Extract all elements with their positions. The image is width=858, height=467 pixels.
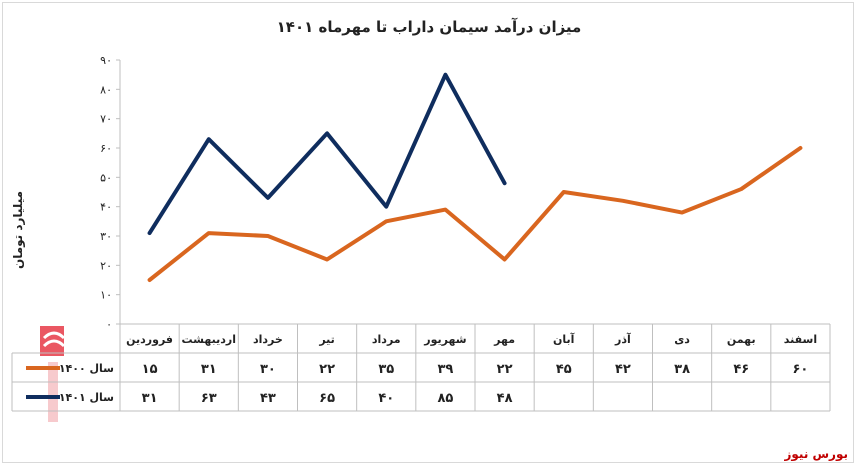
data-value-label: ۶۰ bbox=[792, 362, 808, 377]
chart-title: میزان درآمد سیمان داراب تا مهرماه ۱۴۰۱ bbox=[276, 18, 582, 36]
legend-label-1: سال ۱۴۰۰ bbox=[59, 362, 114, 375]
data-value-label: ۴۳ bbox=[260, 391, 276, 406]
data-value-label: ۲۲ bbox=[319, 362, 335, 377]
data-value-label: ۳۱ bbox=[142, 391, 158, 406]
data-value-label: ۴۰ bbox=[378, 391, 394, 406]
category-label: اردیبهشت bbox=[182, 333, 236, 346]
category-label: آذر bbox=[614, 332, 631, 346]
data-value-label: ۳۰ bbox=[260, 362, 276, 377]
y-tick-label: ۳۰ bbox=[100, 230, 112, 243]
category-label: اسفند bbox=[784, 333, 817, 346]
series-line-2 bbox=[147, 72, 507, 236]
y-tick-label: ۵۰ bbox=[100, 171, 112, 184]
data-value-label: ۳۵ bbox=[378, 362, 394, 377]
data-value-label: ۶۵ bbox=[319, 391, 335, 406]
data-value-label: ۲۲ bbox=[497, 362, 513, 377]
y-tick-label: ۸۰ bbox=[100, 83, 112, 96]
category-label: مرداد bbox=[372, 333, 401, 346]
data-value-label: ۳۱ bbox=[201, 362, 217, 377]
category-label: آبان bbox=[553, 332, 575, 346]
legend-label-2: سال ۱۴۰۱ bbox=[59, 391, 114, 404]
data-value-label: ۴۶ bbox=[733, 362, 749, 377]
series-line-1 bbox=[147, 146, 803, 282]
category-label: بهمن bbox=[727, 333, 756, 346]
data-value-label: ۸۵ bbox=[437, 391, 453, 406]
y-tick-label: ۷۰ bbox=[100, 113, 112, 126]
y-tick-label: ۲۰ bbox=[100, 259, 112, 272]
data-value-label: ۶۳ bbox=[201, 391, 217, 406]
category-label: مهر bbox=[493, 333, 515, 346]
y-tick-label: ۹۰ bbox=[100, 54, 112, 67]
bourse-news-logo-icon bbox=[40, 326, 66, 422]
category-label: شهریور bbox=[423, 333, 466, 346]
category-label: فروردین bbox=[126, 333, 173, 346]
category-label: خرداد bbox=[253, 333, 283, 346]
data-value-label: ۳۸ bbox=[674, 362, 690, 377]
data-value-label: ۱۵ bbox=[142, 362, 158, 377]
y-tick-label: ۶۰ bbox=[100, 142, 112, 155]
y-tick-label: ۱۰ bbox=[100, 289, 112, 302]
y-tick-label: ۰ bbox=[106, 318, 112, 331]
category-label: دی bbox=[674, 333, 690, 346]
y-tick-label: ۴۰ bbox=[100, 201, 112, 214]
data-value-label: ۳۹ bbox=[437, 362, 453, 377]
data-value-label: ۴۲ bbox=[615, 362, 631, 377]
data-value-label: ۴۸ bbox=[497, 391, 513, 406]
source-label: بورس نیوز bbox=[784, 447, 848, 461]
data-value-label: ۴۵ bbox=[556, 362, 572, 377]
category-label: تیر bbox=[318, 333, 334, 346]
